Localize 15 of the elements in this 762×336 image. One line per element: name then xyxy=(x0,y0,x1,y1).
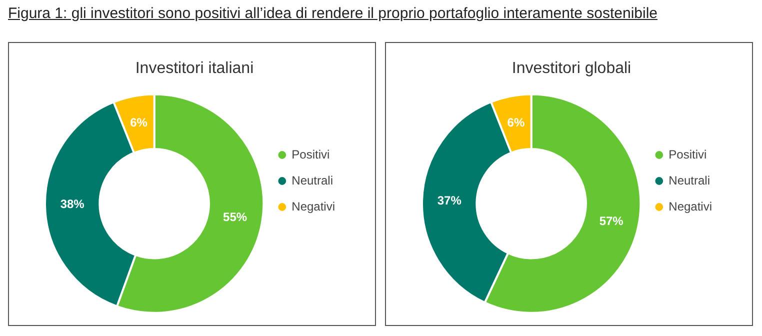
legend-label: Neutrali xyxy=(292,173,334,188)
legend-label: Positivi xyxy=(668,147,707,162)
data-label: 6% xyxy=(507,115,525,130)
data-label: 6% xyxy=(130,115,148,130)
text: Figura 1: gli investitori sono positivi all’idea di rendere il proprio portafoglio interamente sostenibile xyxy=(8,5,658,22)
data-label: 37% xyxy=(437,193,462,208)
chart-title: Investitori globali xyxy=(512,60,632,78)
legend-label: Positivi xyxy=(292,147,330,162)
legend-label: Neutrali xyxy=(668,173,710,188)
legend-label: Negativi xyxy=(668,199,712,214)
data-label: 57% xyxy=(599,214,624,228)
data-label: 55% xyxy=(223,210,248,224)
legend-label: Negativi xyxy=(292,199,336,214)
data-label: 38% xyxy=(60,197,85,212)
chart-title: Investitori italiani xyxy=(135,60,254,78)
